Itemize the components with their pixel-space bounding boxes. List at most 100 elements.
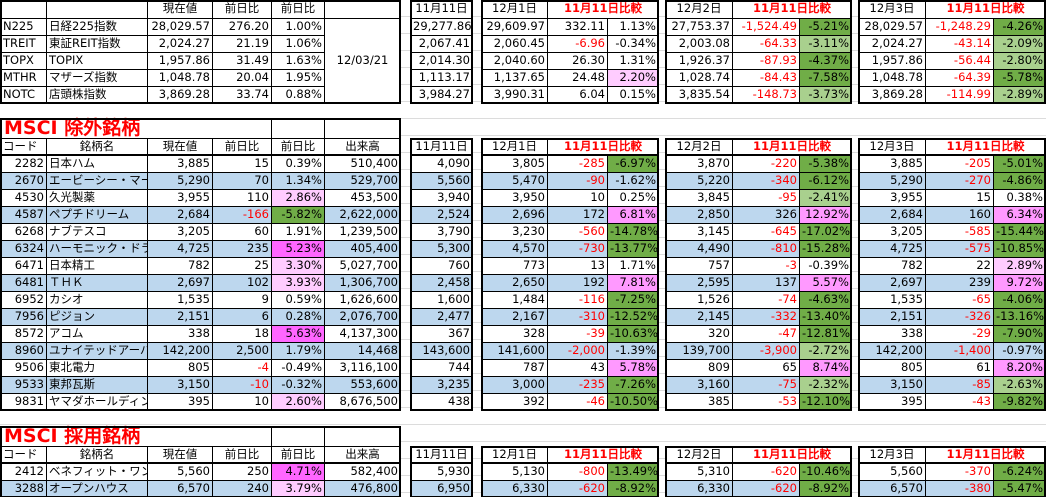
d2-diff: -340	[732, 172, 800, 190]
stock-code[interactable]: 4587	[0, 206, 47, 224]
d2-pct: -5.38%	[799, 155, 852, 173]
nov11-value: 2,014.30	[410, 52, 473, 70]
stock-change-pct: 0.28%	[271, 308, 325, 326]
stock-code[interactable]: 2412	[0, 463, 47, 481]
stock-change: 240	[212, 480, 272, 497]
stock-code[interactable]: 6268	[0, 223, 47, 241]
d1-diff: -800	[547, 463, 608, 481]
stock-name[interactable]: ベネフィット・ワン	[46, 463, 148, 481]
stock-name[interactable]: 日本ハム	[46, 155, 148, 173]
d2-diff: -47	[732, 325, 800, 343]
stock-change-pct: -0.32%	[271, 376, 325, 394]
stock-price: 805	[147, 359, 213, 377]
stock-name[interactable]: ハーモニック・ドライブ・シ	[46, 240, 148, 258]
d3-pct: 6.34%	[993, 206, 1046, 224]
d3-diff: -326	[925, 308, 994, 326]
index-price: 1,957.86	[147, 52, 213, 70]
stock-code[interactable]: 6952	[0, 291, 47, 309]
header-d1: 12月1日	[481, 0, 548, 19]
stock-code[interactable]: 6324	[0, 240, 47, 258]
d2-value: 3,835.54	[665, 86, 733, 104]
d2-pct: -8.92%	[799, 480, 852, 497]
stock-name[interactable]: 久光製薬	[46, 189, 148, 207]
stock-code[interactable]: 3288	[0, 480, 47, 497]
stock-name[interactable]: 東邦瓦斯	[46, 376, 148, 394]
d3-pct: -2.80%	[993, 52, 1046, 70]
d1-diff: -730	[547, 240, 608, 258]
d2-value: 4,490	[665, 240, 733, 258]
d2-diff: 326	[732, 206, 800, 224]
stock-code[interactable]: 6481	[0, 274, 47, 292]
d1-value: 328	[481, 325, 548, 343]
d1-pct: 7.81%	[607, 274, 659, 292]
d3-pct: -9.82%	[993, 393, 1046, 411]
stock-code[interactable]: 9831	[0, 393, 47, 411]
index-name: マザーズ指数	[46, 69, 148, 87]
stock-price: 2,697	[147, 274, 213, 292]
d3-diff: -64.39	[925, 69, 994, 87]
d2-value: 6,330	[665, 480, 733, 497]
d2-pct: -17.02%	[799, 223, 852, 241]
stock-price: 338	[147, 325, 213, 343]
d2-diff: -645	[732, 223, 800, 241]
stock-change: 102	[212, 274, 272, 292]
stock-volume: 553,600	[324, 376, 401, 394]
stock-name[interactable]: オープンハウス	[46, 480, 148, 497]
d2-pct: 8.74%	[799, 359, 852, 377]
header-name: 銘柄名	[46, 446, 148, 464]
index-price: 3,869.28	[147, 86, 213, 104]
stock-name[interactable]: エービーシー・マート	[46, 172, 148, 190]
stock-code[interactable]: 6471	[0, 257, 47, 275]
stock-change: 70	[212, 172, 272, 190]
stock-code[interactable]: 4530	[0, 189, 47, 207]
stock-name[interactable]: カシオ	[46, 291, 148, 309]
stock-name[interactable]: ＴＨＫ	[46, 274, 148, 292]
d3-value: 2,697	[858, 274, 926, 292]
d1-pct: -0.34%	[607, 35, 659, 53]
d3-diff: -370	[925, 463, 994, 481]
stock-change-pct: 3.30%	[271, 257, 325, 275]
d1-pct: 0.25%	[607, 189, 659, 207]
nov11-value: 2,477	[410, 308, 473, 326]
index-code: TOPX	[0, 52, 47, 70]
stock-change-pct: 1.91%	[271, 223, 325, 241]
d3-value: 1,048.78	[858, 69, 926, 87]
stock-code[interactable]: 2282	[0, 155, 47, 173]
stock-volume: 510,400	[324, 155, 401, 173]
d2-value: 2,003.08	[665, 35, 733, 53]
d1-pct: -7.25%	[607, 291, 659, 309]
stock-volume: 582,400	[324, 463, 401, 481]
nov11-value: 143,600	[410, 342, 473, 360]
d1-value: 4,570	[481, 240, 548, 258]
d1-pct: -7.26%	[607, 376, 659, 394]
nov11-value: 2,524	[410, 206, 473, 224]
stock-name[interactable]: ペプチドリーム	[46, 206, 148, 224]
stock-change: 25	[212, 257, 272, 275]
stock-code[interactable]: 2670	[0, 172, 47, 190]
divider	[481, 462, 659, 464]
stock-name[interactable]: アコム	[46, 325, 148, 343]
d2-value: 757	[665, 257, 733, 275]
stock-code[interactable]: 9533	[0, 376, 47, 394]
stock-code[interactable]: 7956	[0, 308, 47, 326]
stock-volume: 14,468	[324, 342, 401, 360]
stock-change-pct: 5.23%	[271, 240, 325, 258]
stock-name[interactable]: ヤマダホールディングス	[46, 393, 148, 411]
d1-value: 6,330	[481, 480, 548, 497]
d3-diff: 239	[925, 274, 994, 292]
stock-name[interactable]: 日本精工	[46, 257, 148, 275]
stock-name[interactable]: ナブテスコ	[46, 223, 148, 241]
d1-pct: 2.20%	[607, 69, 659, 87]
index-code: TREIT	[0, 35, 47, 53]
index-change: 20.04	[212, 69, 272, 87]
d3-value: 2,151	[858, 308, 926, 326]
nov11-value: 1,113.17	[410, 69, 473, 87]
stock-code[interactable]: 9506	[0, 359, 47, 377]
stock-name[interactable]: ピジョン	[46, 308, 148, 326]
stock-name[interactable]: ユナイテッドアーバン投資	[46, 342, 148, 360]
stock-code[interactable]: 8960	[0, 342, 47, 360]
stock-code[interactable]: 8572	[0, 325, 47, 343]
stock-name[interactable]: 東北電力	[46, 359, 148, 377]
d2-diff: -3,900	[732, 342, 800, 360]
stock-price: 3,885	[147, 155, 213, 173]
